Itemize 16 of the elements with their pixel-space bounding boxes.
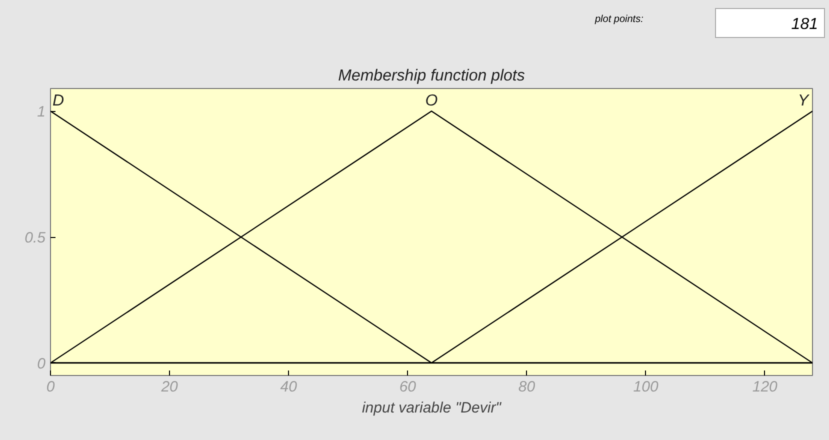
y-tick-label: 0 (37, 355, 46, 372)
x-tick-label: 40 (280, 378, 298, 396)
text: plot points: (595, 13, 644, 27)
x-tick-label: 20 (160, 378, 179, 396)
text: 181 (791, 15, 818, 35)
series-label: D (52, 92, 64, 110)
series-label: O (425, 92, 438, 110)
chart-title: Membership function plots (338, 68, 525, 84)
x-tick-label: 100 (633, 378, 659, 396)
x-tick-label: 60 (399, 378, 417, 396)
series-label: Y (798, 92, 810, 110)
x-tick-label: 80 (518, 378, 536, 396)
x-tick-label: 120 (752, 378, 778, 396)
y-tick-label: 1 (37, 104, 46, 121)
x-axis-title: input variable "Devir" (362, 400, 502, 416)
y-tick-label: 0.5 (24, 230, 46, 247)
